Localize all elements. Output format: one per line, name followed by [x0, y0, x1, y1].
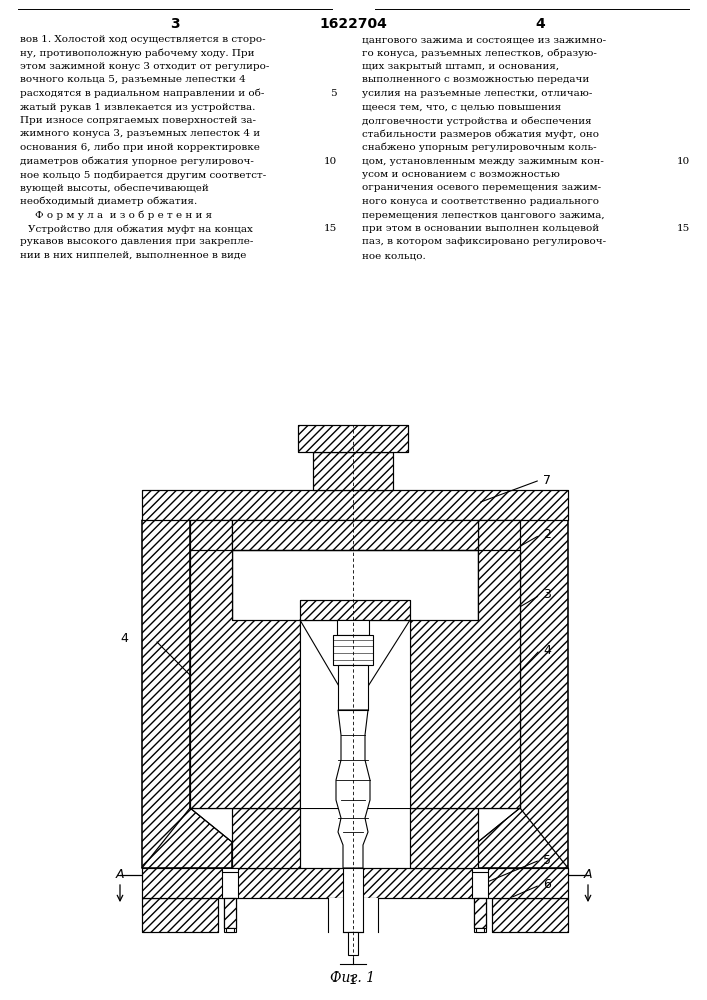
Text: паз, в котором зафиксировано регулировоч-: паз, в котором зафиксировано регулировоч…	[362, 237, 606, 246]
Text: 15: 15	[677, 224, 690, 233]
Polygon shape	[333, 635, 373, 665]
Text: снабжено упорным регулировочным коль-: снабжено упорным регулировочным коль-	[362, 143, 597, 152]
Text: А: А	[584, 868, 592, 882]
Text: жимного конуса 3, разъемных лепесток 4 и: жимного конуса 3, разъемных лепесток 4 и	[20, 129, 260, 138]
Polygon shape	[232, 550, 478, 808]
Text: Фиг. 1: Фиг. 1	[330, 971, 375, 985]
Text: 1622704: 1622704	[319, 17, 387, 31]
Text: вочного кольца 5, разъемные лепестки 4: вочного кольца 5, разъемные лепестки 4	[20, 76, 246, 85]
Polygon shape	[474, 898, 486, 932]
Text: диаметров обжатия упорное регулировоч-: диаметров обжатия упорное регулировоч-	[20, 156, 254, 166]
Text: 5: 5	[330, 89, 337, 98]
Text: жатый рукав 1 извлекается из устройства.: жатый рукав 1 извлекается из устройства.	[20, 103, 255, 111]
Polygon shape	[472, 868, 488, 898]
Text: цангового зажима и состоящее из зажимно-: цангового зажима и состоящее из зажимно-	[362, 35, 606, 44]
Text: усилия на разъемные лепестки, отличаю-: усилия на разъемные лепестки, отличаю-	[362, 89, 592, 98]
Text: долговечности устройства и обеспечения: долговечности устройства и обеспечения	[362, 116, 592, 125]
Polygon shape	[190, 520, 300, 868]
Text: вов 1. Холостой ход осуществляется в сторо-: вов 1. Холостой ход осуществляется в сто…	[20, 35, 266, 44]
Text: го конуса, разъемных лепестков, образую-: го конуса, разъемных лепестков, образую-	[362, 48, 597, 58]
Text: цом, установленным между зажимным кон-: цом, установленным между зажимным кон-	[362, 156, 604, 165]
Text: усом и основанием с возможностью: усом и основанием с возможностью	[362, 170, 560, 179]
Text: рукавов высокого давления при закрепле-: рукавов высокого давления при закрепле-	[20, 237, 253, 246]
Text: ное кольцо 5 подбирается другим соответст-: ное кольцо 5 подбирается другим соответс…	[20, 170, 267, 180]
Polygon shape	[142, 868, 568, 898]
Text: 7: 7	[543, 474, 551, 487]
Text: 4: 4	[535, 17, 545, 31]
Text: щих закрытый штамп, и основания,: щих закрытый штамп, и основания,	[362, 62, 559, 71]
Text: 4: 4	[120, 632, 128, 645]
Polygon shape	[300, 600, 410, 620]
Text: расходятся в радиальном направлении и об-: расходятся в радиальном направлении и об…	[20, 89, 264, 99]
Text: Ф о р м у л а  и з о б р е т е н и я: Ф о р м у л а и з о б р е т е н и я	[35, 211, 212, 220]
Polygon shape	[226, 928, 234, 932]
Text: перемещения лепестков цангового зажима,: перемещения лепестков цангового зажима,	[362, 211, 604, 220]
Polygon shape	[343, 868, 363, 932]
Text: выполненного с возможностью передачи: выполненного с возможностью передачи	[362, 76, 589, 85]
Text: При износе сопрягаемых поверхностей за-: При износе сопрягаемых поверхностей за-	[20, 116, 256, 125]
Polygon shape	[410, 520, 520, 868]
Text: Устройство для обжатия муфт на концах: Устройство для обжатия муфт на концах	[28, 224, 253, 233]
Polygon shape	[478, 520, 568, 868]
Polygon shape	[300, 620, 410, 808]
Polygon shape	[142, 490, 568, 520]
Polygon shape	[222, 868, 238, 898]
Text: 3: 3	[170, 17, 180, 31]
Polygon shape	[336, 710, 370, 868]
Polygon shape	[142, 520, 232, 868]
Text: щееся тем, что, с целью повышения: щееся тем, что, с целью повышения	[362, 103, 561, 111]
Text: А: А	[116, 868, 124, 882]
Text: этом зажимной конус 3 отходит от регулиро-: этом зажимной конус 3 отходит от регулир…	[20, 62, 269, 71]
Text: необходимый диаметр обжатия.: необходимый диаметр обжатия.	[20, 197, 197, 207]
Text: 10: 10	[677, 156, 690, 165]
Polygon shape	[410, 550, 520, 808]
Text: 4: 4	[543, 644, 551, 656]
Text: при этом в основании выполнен кольцевой: при этом в основании выполнен кольцевой	[362, 224, 599, 233]
Polygon shape	[492, 898, 568, 932]
Polygon shape	[337, 620, 369, 635]
Polygon shape	[474, 898, 486, 928]
Text: 1: 1	[349, 974, 357, 987]
Text: основания 6, либо при иной корректировке: основания 6, либо при иной корректировке	[20, 143, 260, 152]
Polygon shape	[232, 520, 478, 550]
Text: ное кольцо.: ное кольцо.	[362, 251, 426, 260]
Polygon shape	[348, 932, 358, 955]
Text: 2: 2	[543, 528, 551, 542]
Text: 5: 5	[543, 854, 551, 866]
Text: 6: 6	[543, 879, 551, 892]
Text: ограничения осевого перемещения зажим-: ограничения осевого перемещения зажим-	[362, 184, 601, 192]
Text: стабильности размеров обжатия муфт, оно: стабильности размеров обжатия муфт, оно	[362, 129, 599, 139]
Polygon shape	[298, 425, 408, 452]
Polygon shape	[224, 898, 236, 932]
Text: вующей высоты, обеспечивающей: вующей высоты, обеспечивающей	[20, 184, 209, 193]
Text: 10: 10	[324, 156, 337, 165]
Polygon shape	[224, 898, 236, 928]
Text: ного конуса и соответственно радиального: ного конуса и соответственно радиального	[362, 197, 599, 206]
Text: 15: 15	[324, 224, 337, 233]
Polygon shape	[338, 665, 368, 710]
Polygon shape	[328, 898, 378, 932]
Text: ну, противоположную рабочему ходу. При: ну, противоположную рабочему ходу. При	[20, 48, 255, 58]
Polygon shape	[476, 928, 484, 932]
Polygon shape	[142, 898, 218, 932]
Text: 3: 3	[543, 588, 551, 601]
Polygon shape	[190, 550, 300, 808]
Text: нии в них ниппелей, выполненное в виде: нии в них ниппелей, выполненное в виде	[20, 251, 246, 260]
Polygon shape	[313, 452, 393, 490]
